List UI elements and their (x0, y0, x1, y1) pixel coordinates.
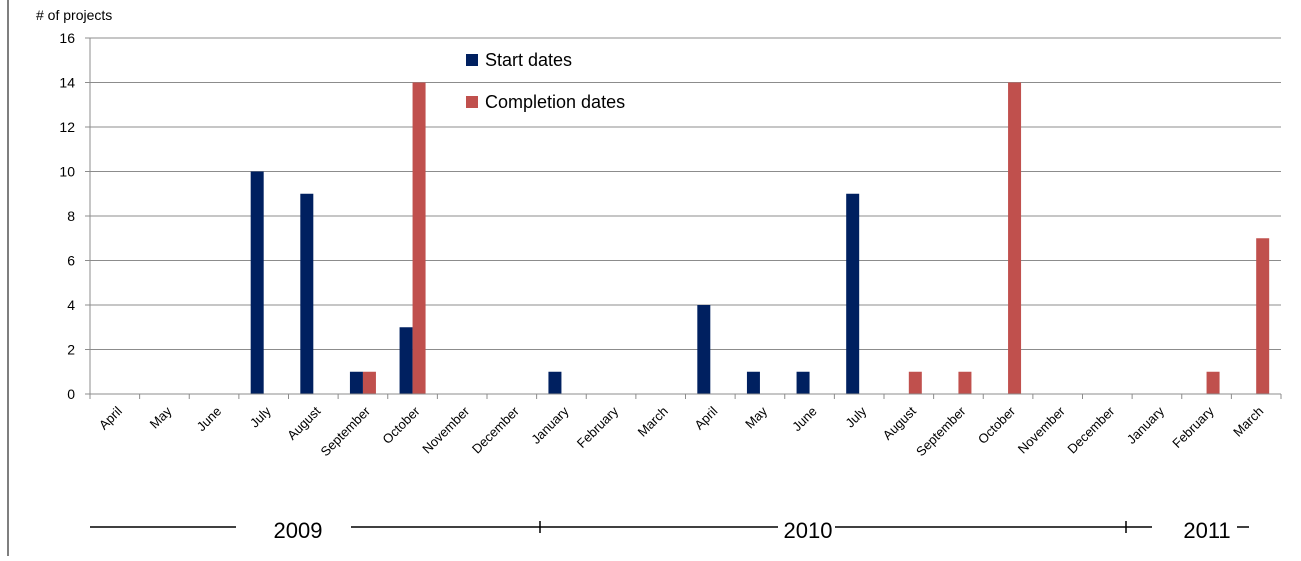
x-tick-label: May (742, 403, 770, 431)
x-tick-label: January (1124, 403, 1168, 447)
year-label: 2010 (784, 518, 833, 543)
x-tick-label: January (528, 403, 572, 447)
x-tick-label: February (574, 403, 622, 451)
x-tick-label: March (1230, 404, 1266, 440)
x-tick-label: February (1169, 403, 1217, 451)
x-tick-label: November (419, 403, 472, 456)
bar-start (697, 305, 711, 394)
bar-completion (1008, 82, 1022, 394)
x-tick-label: June (194, 404, 225, 435)
y-tick-label: 4 (67, 297, 75, 313)
bar-start (796, 371, 810, 394)
bar-completion (362, 371, 376, 394)
x-tick-label: April (96, 403, 125, 432)
y-tick-label: 2 (67, 342, 75, 358)
y-tick-label: 10 (59, 164, 75, 180)
x-tick-label: November (1015, 403, 1068, 456)
bar-start (548, 371, 562, 394)
bar-start (250, 171, 264, 394)
legend-label: Completion dates (485, 92, 625, 112)
y-tick-label: 8 (67, 208, 75, 224)
x-tick-label: September (913, 403, 969, 459)
legend-label: Start dates (485, 50, 572, 70)
year-label: 2009 (274, 518, 323, 543)
x-tick-label: October (379, 403, 423, 447)
year-timeline: 2009 2010 2011 (90, 518, 1249, 543)
bar-start (300, 193, 314, 394)
bar-completion (1256, 238, 1270, 394)
bar-completion (958, 371, 972, 394)
y-tick-label: 14 (59, 75, 75, 91)
bar-completion (908, 371, 922, 394)
y-tick-label: 0 (67, 386, 75, 402)
legend-swatch (466, 96, 478, 108)
x-tick-label: May (147, 403, 175, 431)
y-tick-label: 12 (59, 119, 75, 135)
x-tick-label: July (247, 403, 274, 430)
x-tick-label: August (284, 403, 323, 442)
legend: Start dates Completion dates (466, 50, 625, 112)
x-tick-label: October (975, 403, 1019, 447)
bars (250, 82, 1270, 394)
bar-start (846, 193, 860, 394)
x-tick-label: December (1064, 403, 1117, 456)
x-tick-label: August (880, 403, 919, 442)
y-axis-label: # of projects (36, 7, 112, 23)
bar-start (399, 327, 413, 394)
x-tick-label: March (635, 404, 671, 440)
y-tick-label: 16 (59, 30, 75, 46)
bar-completion (412, 82, 426, 394)
y-tick-label: 6 (67, 253, 75, 269)
bar-start (746, 371, 760, 394)
x-tick-label: July (842, 403, 869, 430)
gridlines (90, 37, 1281, 350)
x-tick-label: December (469, 403, 522, 456)
bar-completion (1206, 371, 1220, 394)
year-label: 2011 (1183, 518, 1230, 543)
x-tick-label: April (691, 403, 720, 432)
legend-swatch (466, 54, 478, 66)
bar-start (349, 371, 363, 394)
x-tick-label: September (317, 403, 373, 459)
x-tick-label: June (789, 404, 820, 435)
